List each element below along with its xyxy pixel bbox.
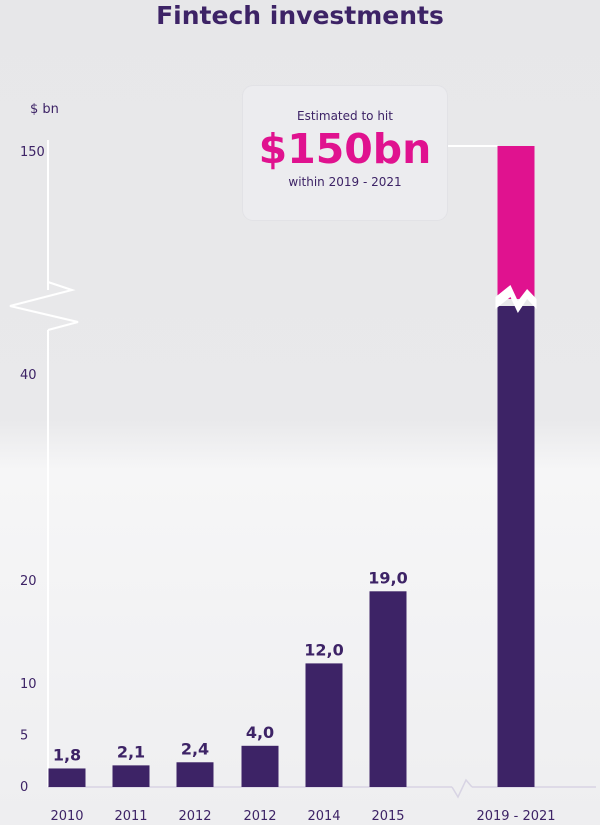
data-label: 19,0: [368, 568, 407, 587]
y-tick-label: 0: [20, 780, 28, 795]
bar: [176, 762, 214, 787]
bar: [48, 768, 86, 787]
callout-value: $150bn: [258, 125, 432, 173]
y-tick-label: 150: [20, 145, 45, 160]
bar: [112, 765, 150, 787]
y-ticks: 0 5 10 20 40 150: [20, 145, 45, 795]
y-axis-unit-label: $ bn: [30, 102, 59, 117]
y-tick-label: 5: [20, 729, 28, 744]
y-tick-label: 10: [20, 677, 37, 692]
x-tick-label: 2011: [114, 809, 147, 824]
x-tick-label: 2012: [178, 809, 211, 824]
x-tick-label: 2015: [371, 809, 404, 824]
callout-post-text: within 2019 - 2021: [288, 175, 402, 189]
data-label: 2,1: [117, 742, 145, 761]
bar-break-mark: [495, 285, 537, 313]
x-tick-label: 2012: [243, 809, 276, 824]
bar: [305, 663, 343, 787]
x-tick-label: 2019 - 2021: [476, 809, 555, 824]
bar: [497, 306, 535, 787]
x-tick-label: 2014: [307, 809, 340, 824]
estimate-callout: Estimated to hit $150bn within 2019 - 20…: [243, 86, 447, 220]
bar-top-segment: [497, 146, 535, 299]
data-label: 12,0: [304, 640, 343, 659]
data-labels: 1,8 2,1 2,4 4,0 12,0 19,0: [53, 568, 408, 764]
x-axis-break: [451, 778, 473, 799]
y-tick-label: 40: [20, 368, 37, 383]
y-tick-label: 20: [20, 574, 37, 589]
callout-pre-text: Estimated to hit: [297, 109, 393, 123]
data-label: 1,8: [53, 745, 81, 764]
data-label: 2,4: [181, 739, 209, 758]
bar: [369, 591, 407, 787]
bar: [241, 745, 279, 787]
x-tick-labels: 2010 2011 2012 2012 2014 2015 2019 - 2021: [50, 809, 555, 824]
x-tick-label: 2010: [50, 809, 83, 824]
bars: [48, 145, 537, 787]
y-axis-break: [9, 281, 79, 331]
data-label: 4,0: [246, 723, 274, 742]
chart-title: Fintech investments: [156, 1, 444, 30]
